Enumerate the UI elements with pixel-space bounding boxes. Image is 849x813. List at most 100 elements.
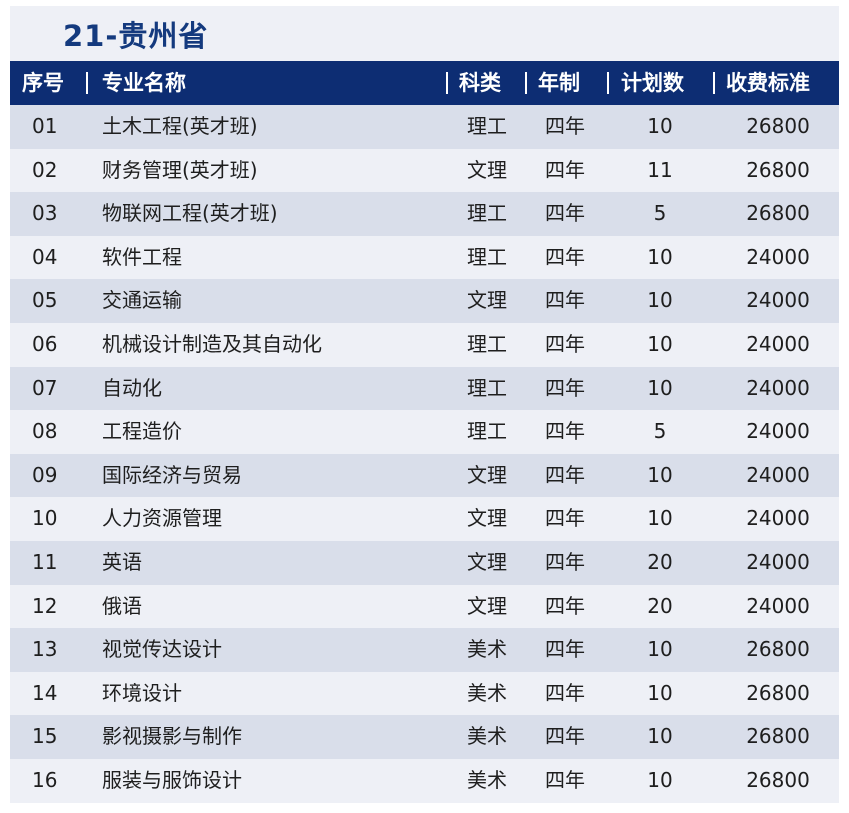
row-subject: 美术 [467,680,507,705]
row-seq: 14 [32,680,58,705]
row-subject: 文理 [467,288,507,313]
row-subject: 文理 [467,506,507,531]
row-seq: 12 [32,593,58,618]
header-plan-count: 计划数 [621,71,684,95]
row-subject: 理工 [467,244,507,269]
row-major-name: 交通运输 [102,288,182,313]
row-major-name: 人力资源管理 [102,506,222,531]
row-duration: 四年 [545,549,585,574]
header-separator [607,72,609,94]
row-plan-count: 20 [647,593,673,618]
table-row: 03 物联网工程(英才班) 理工 四年 5 26800 [10,192,839,236]
row-fee: 26800 [746,114,810,138]
row-major-name: 土木工程(英才班) [102,114,258,138]
table-row: 07 自动化 理工 四年 10 24000 [10,366,839,411]
row-seq: 07 [32,375,58,400]
row-subject: 理工 [467,201,507,226]
row-seq: 06 [32,331,58,356]
row-plan-count: 10 [647,680,673,705]
row-plan-count: 5 [653,201,667,226]
table-row: 12 俄语 文理 四年 20 24000 [10,584,839,629]
row-duration: 四年 [545,462,585,487]
page-title: 21-贵州省 [63,19,209,53]
table-row: 08 工程造价 理工 四年 5 24000 [10,410,839,454]
row-plan-count: 10 [647,506,673,531]
row-subject: 美术 [467,724,507,749]
row-duration: 四年 [545,375,585,400]
row-fee: 24000 [746,419,810,444]
row-plan-count: 10 [647,288,673,313]
row-plan-count: 11 [647,157,673,182]
table-row: 09 国际经济与贸易 文理 四年 10 24000 [10,453,839,498]
row-major-name: 服装与服饰设计 [102,767,242,792]
row-fee: 26800 [746,637,810,662]
row-major-name: 机械设计制造及其自动化 [102,331,322,356]
row-fee: 26800 [746,767,810,792]
header-seq: 序号 [22,71,64,95]
row-major-name: 环境设计 [102,680,182,705]
row-subject: 理工 [467,114,507,138]
row-seq: 15 [32,724,58,749]
row-subject: 美术 [467,767,507,792]
row-major-name: 财务管理(英才班) [102,157,258,182]
header-separator [525,72,527,94]
row-plan-count: 5 [653,419,667,444]
row-seq: 02 [32,157,58,182]
table-row: 16 服装与服饰设计 美术 四年 10 26800 [10,758,839,803]
header-duration: 年制 [538,71,580,95]
header-separator [86,72,88,94]
row-duration: 四年 [545,724,585,749]
row-fee: 24000 [746,288,810,313]
header-subject: 科类 [459,71,501,95]
row-major-name: 物联网工程(英才班) [102,201,278,226]
table-body: 01 土木工程(英才班) 理工 四年 10 26800 02 财务管理(英才班)… [10,105,839,803]
row-seq: 10 [32,506,58,531]
table-row: 01 土木工程(英才班) 理工 四年 10 26800 [10,105,839,149]
row-seq: 13 [32,637,58,662]
row-seq: 01 [32,114,58,138]
header-fee: 收费标准 [726,71,810,95]
row-fee: 24000 [746,375,810,400]
row-seq: 03 [32,201,58,226]
header-separator [446,72,448,94]
row-major-name: 国际经济与贸易 [102,462,242,487]
row-seq: 11 [32,549,58,574]
row-fee: 24000 [746,331,810,356]
table-row: 14 环境设计 美术 四年 10 26800 [10,671,839,716]
row-major-name: 工程造价 [102,419,182,444]
row-plan-count: 10 [647,375,673,400]
row-plan-count: 10 [647,244,673,269]
row-fee: 24000 [746,506,810,531]
row-duration: 四年 [545,114,585,138]
row-duration: 四年 [545,680,585,705]
row-major-name: 自动化 [102,375,162,400]
row-subject: 文理 [467,157,507,182]
row-duration: 四年 [545,767,585,792]
row-plan-count: 10 [647,724,673,749]
row-major-name: 影视摄影与制作 [102,724,242,749]
row-duration: 四年 [545,288,585,313]
row-duration: 四年 [545,157,585,182]
row-plan-count: 10 [647,767,673,792]
row-seq: 05 [32,288,58,313]
row-major-name: 俄语 [102,593,142,618]
row-subject: 文理 [467,593,507,618]
table-row: 13 视觉传达设计 美术 四年 10 26800 [10,628,839,672]
row-fee: 24000 [746,244,810,269]
row-seq: 04 [32,244,58,269]
row-duration: 四年 [545,331,585,356]
row-subject: 理工 [467,331,507,356]
row-plan-count: 10 [647,331,673,356]
row-subject: 理工 [467,375,507,400]
table-row: 15 影视摄影与制作 美术 四年 10 26800 [10,715,839,759]
table-row: 06 机械设计制造及其自动化 理工 四年 10 24000 [10,322,839,367]
header-separator [713,72,715,94]
table-header: 序号 专业名称 科类 年制 计划数 收费标准 [10,61,839,105]
header-major-name: 专业名称 [102,71,186,95]
row-duration: 四年 [545,506,585,531]
row-duration: 四年 [545,201,585,226]
row-plan-count: 10 [647,114,673,138]
row-subject: 美术 [467,637,507,662]
row-major-name: 视觉传达设计 [102,637,222,662]
row-fee: 24000 [746,549,810,574]
